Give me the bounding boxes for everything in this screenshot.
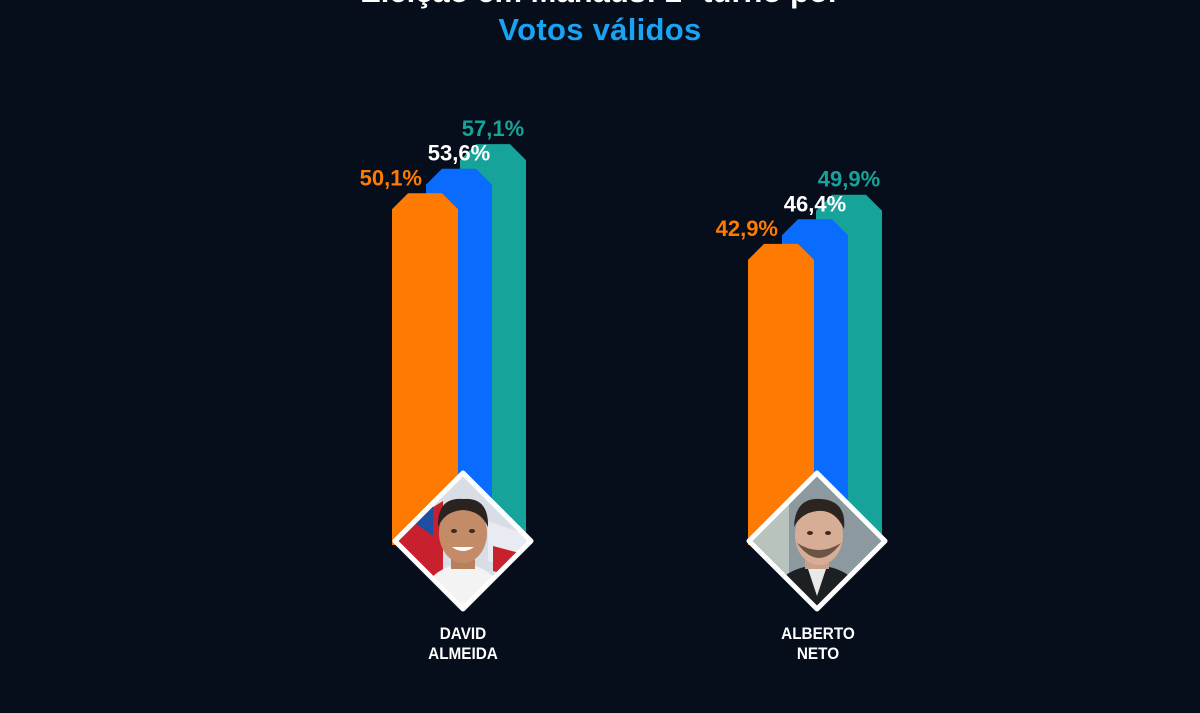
photo-frame [746, 470, 888, 612]
bar-series-a-david-almeida [392, 193, 458, 545]
photo-frame [392, 470, 534, 612]
value-label: 50,1% [360, 165, 422, 190]
candidate-name-line2: ALMEIDA [428, 644, 498, 663]
chart-title: Votos válidos [498, 12, 702, 47]
candidate-name-line2: NETO [796, 644, 840, 663]
value-label: 46,4% [784, 191, 846, 216]
candidate-name-david-almeida: DAVID ALMEIDA [373, 624, 553, 664]
value-label: 53,6% [428, 141, 490, 166]
candidate-name-line1: ALBERTO [781, 624, 855, 643]
cropped-header-title: Eleição em Manaus: 2º turno por [0, 0, 1200, 10]
value-label: 42,9% [716, 216, 778, 241]
candidate-name-alberto-neto: ALBERTO NETO [728, 624, 908, 664]
value-label: 49,9% [818, 167, 880, 192]
value-label: 57,1% [462, 116, 524, 141]
bar-series-a-alberto-neto [748, 243, 814, 546]
candidate-name-line1: DAVID [439, 624, 487, 643]
